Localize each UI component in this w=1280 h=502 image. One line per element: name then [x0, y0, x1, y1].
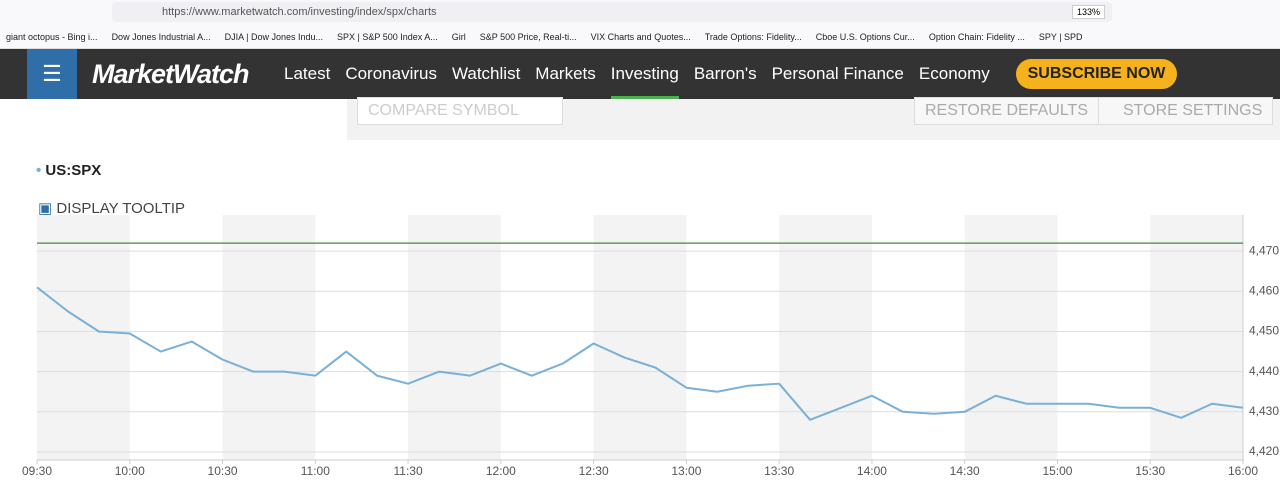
time-band	[408, 215, 501, 460]
nav-item[interactable]: Personal Finance	[771, 64, 904, 83]
x-tick-label: 14:00	[857, 464, 887, 478]
subscribe-button[interactable]: SUBSCRIBE NOW	[1016, 59, 1177, 89]
bookmark[interactable]: Trade Options: Fidelity...	[704, 32, 802, 42]
y-tick-label: 4,460	[1249, 283, 1279, 297]
bookmarks-bar: giant octopus - Bing i... Dow Jones Indus…	[0, 26, 1280, 49]
x-tick-label: 15:30	[1135, 464, 1165, 478]
time-band	[779, 215, 872, 460]
time-band	[222, 215, 316, 460]
x-tick-label: 15:00	[1042, 464, 1072, 478]
time-band	[964, 215, 1058, 460]
bookmark[interactable]: Dow Jones Industrial A...	[111, 32, 211, 42]
nav-item[interactable]: Latest	[284, 64, 331, 83]
y-tick-label: 4,470	[1249, 243, 1279, 257]
restore-button[interactable]: RESTORE DEFAULTS	[914, 97, 1099, 125]
compare-input[interactable]: COMPARE SYMBOL	[357, 97, 563, 125]
y-tick-label: 4,450	[1249, 324, 1279, 338]
bookmark[interactable]: Option Chain: Fidelity ...	[928, 32, 1025, 42]
x-tick-label: 11:00	[301, 464, 330, 478]
x-tick-label: 12:30	[579, 464, 609, 478]
x-tick-label: 10:30	[208, 464, 238, 478]
bookmark[interactable]: SPX | S&P 500 Index A...	[337, 32, 438, 42]
time-band	[1150, 215, 1243, 460]
url-bar[interactable]: https://www.marketwatch.com/investing/in…	[112, 2, 1112, 22]
logo[interactable]: MarketWatch	[92, 59, 250, 89]
time-band	[37, 215, 130, 460]
tooltip-toggle[interactable]: ▣ DISPLAY TOOLTIP	[38, 200, 186, 217]
time-band	[593, 215, 687, 460]
bookmark[interactable]: S&P 500 Price, Real-ti...	[479, 32, 577, 42]
x-tick-label: 13:00	[671, 464, 701, 478]
nav-item[interactable]: Markets	[535, 64, 596, 83]
browser-toolbar: https://www.marketwatch.com/investing/in…	[0, 0, 1280, 26]
x-tick-label: 12:00	[486, 464, 516, 478]
nav-item[interactable]: Watchlist	[451, 64, 521, 83]
bookmark[interactable]: VIX Charts and Quotes...	[590, 32, 691, 42]
x-tick-label: 09:30	[22, 464, 52, 478]
bookmark[interactable]: DJIA | Dow Jones Indu...	[224, 32, 324, 42]
x-tick-label: 11:30	[394, 464, 423, 478]
store-button[interactable]: STORE SETTINGS	[1098, 97, 1274, 125]
legend: • US:SPX	[36, 162, 102, 179]
y-tick-label: 4,440	[1249, 364, 1279, 378]
site-nav: ☰ MarketWatch Latest Coronavirus Watchlist…	[0, 49, 1280, 99]
nav-item[interactable]: Economy	[918, 64, 990, 83]
tooltip-label: DISPLAY TOOLTIP	[56, 200, 186, 217]
bookmark[interactable]: giant octopus - Bing i...	[6, 32, 98, 42]
x-tick-label: 10:00	[115, 464, 145, 478]
x-tick-label: 13:30	[764, 464, 794, 478]
nav-item[interactable]: Coronavirus	[345, 64, 437, 83]
legend-label: US:SPX	[45, 162, 102, 179]
menu-button[interactable]: ☰	[27, 49, 77, 99]
y-tick-label: 4,430	[1249, 404, 1279, 418]
zoom-level[interactable]: 133%	[1072, 5, 1106, 19]
bookmark[interactable]: Girl	[451, 32, 466, 42]
nav-item[interactable]: Barron's	[693, 64, 757, 83]
price-line	[36, 286, 1244, 421]
chart-controls: COMPARE SYMBOL RESTORE DEFAULTS STORE SE…	[347, 97, 1280, 140]
nav-items: Latest Coronavirus Watchlist Markets Investi…	[284, 49, 1005, 99]
x-tick-label: 16:00	[1228, 464, 1258, 478]
nav-item[interactable]: Investing	[610, 49, 679, 99]
bookmark[interactable]: Cboe U.S. Options Cur...	[815, 32, 915, 42]
x-tick-label: 14:30	[950, 464, 980, 478]
bookmark[interactable]: SPY | SPD	[1038, 32, 1083, 42]
y-tick-label: 4,420	[1249, 444, 1279, 458]
